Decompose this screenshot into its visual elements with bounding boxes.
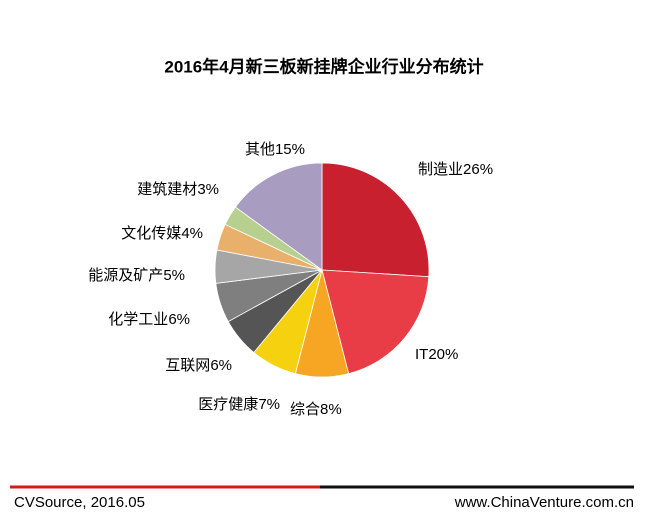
slice-value: 20% xyxy=(428,346,458,363)
slice-label: 综合8% xyxy=(290,401,342,418)
slice-category: IT xyxy=(415,346,428,363)
slice-value: 15% xyxy=(275,141,305,158)
slice-label: IT20% xyxy=(415,346,458,363)
slice-category: 综合 xyxy=(290,401,320,418)
slice-label: 互联网6% xyxy=(165,357,232,374)
slice-category: 医疗健康 xyxy=(198,396,258,413)
slice-value: 6% xyxy=(210,357,232,374)
slice-value: 7% xyxy=(258,396,280,413)
slice-category: 文化传媒 xyxy=(121,225,181,242)
slice-label: 建筑建材3% xyxy=(137,181,219,198)
slice-label: 制造业26% xyxy=(418,161,493,178)
slice-label: 医疗健康7% xyxy=(198,396,280,413)
slice-value: 3% xyxy=(197,181,219,198)
slice-category: 互联网 xyxy=(165,357,210,374)
slice-value: 26% xyxy=(463,161,493,178)
slice-category: 化学工业 xyxy=(108,311,168,328)
slice-label: 能源及矿产5% xyxy=(88,267,185,284)
slice-label: 化学工业6% xyxy=(108,311,190,328)
slice-value: 4% xyxy=(181,225,203,242)
pie-slice xyxy=(234,162,323,271)
chart-title: 2016年4月新三板新挂牌企业行业分布统计 xyxy=(164,56,483,76)
slice-label: 其他15% xyxy=(245,141,305,158)
slice-category: 建筑建材 xyxy=(137,181,197,198)
slice-label: 文化传媒4% xyxy=(121,225,203,242)
slice-category: 其他 xyxy=(245,141,275,158)
slice-category: 能源及矿产 xyxy=(88,267,163,284)
pie-slice xyxy=(321,162,430,278)
slice-value: 8% xyxy=(320,401,342,418)
slice-value: 6% xyxy=(168,311,190,328)
slice-category: 制造业 xyxy=(418,161,463,178)
slice-value: 5% xyxy=(163,267,185,284)
footer-website: www.ChinaVenture.com.cn xyxy=(454,494,634,511)
pie-slice xyxy=(321,269,430,375)
footer-source: CVSource, 2016.05 xyxy=(14,494,145,511)
